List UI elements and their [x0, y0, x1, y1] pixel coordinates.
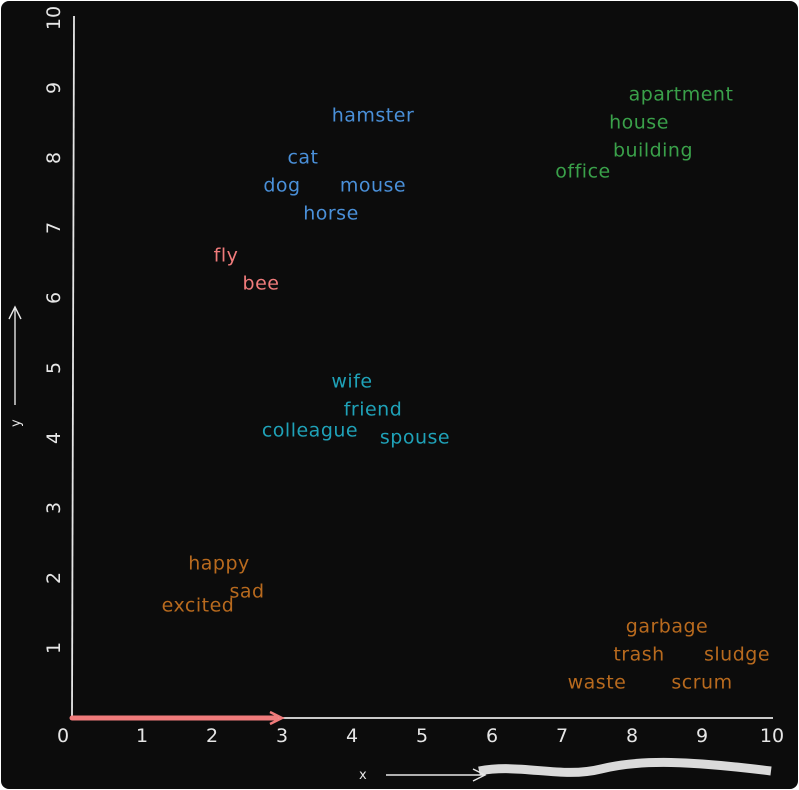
y-axis-arrow-head [8, 305, 22, 320]
x-tick-label: 0 [57, 725, 69, 747]
y-tick-label: 2 [43, 572, 65, 584]
x-tick-label: 10 [760, 725, 784, 747]
y-tick-label: 7 [43, 222, 65, 234]
word-label-bee: bee [243, 273, 280, 295]
x-tick-label: 4 [346, 725, 358, 747]
x-tick-label: 1 [136, 725, 148, 747]
word-label-hamster: hamster [332, 105, 415, 127]
y-tick-label: 1 [43, 642, 65, 654]
word-label-mouse: mouse [340, 175, 406, 197]
word-label-waste: waste [568, 672, 627, 694]
word-label-excited: excited [162, 595, 235, 617]
word-labels: hamster cat dog mouse horse apartment house bui… [162, 84, 770, 694]
word-label-building: building [613, 140, 693, 162]
word-label-friend: friend [344, 399, 403, 421]
x-tick-label: 6 [486, 725, 498, 747]
word-label-sludge: sludge [704, 644, 770, 666]
word-label-fly: fly [214, 245, 239, 267]
word-label-house: house [609, 112, 669, 134]
word-label-garbage: garbage [626, 616, 708, 638]
word-label-scrum: scrum [671, 672, 732, 694]
x-tick-label: 9 [696, 725, 708, 747]
y-tick-label: 4 [43, 432, 65, 444]
y-axis-line [71, 15, 75, 719]
word-label-horse: horse [303, 203, 359, 225]
x-tick-label: 3 [276, 725, 288, 747]
x-tick-label: 5 [416, 725, 428, 747]
x-axis-label: x [359, 768, 367, 783]
word-label-apartment: apartment [629, 84, 734, 106]
tick-labels: 0 1 2 3 4 5 6 7 8 9 10 1 2 3 4 5 6 7 8 9 10 [43, 6, 784, 747]
y-tick-label: 5 [43, 362, 65, 374]
word-label-office: office [555, 161, 610, 183]
y-tick-label: 6 [43, 292, 65, 304]
word-label-trash: trash [613, 644, 664, 666]
word-label-colleague: colleague [262, 420, 358, 442]
word-label-sad: sad [229, 581, 264, 603]
x-tick-label: 2 [206, 725, 218, 747]
word-label-happy: happy [188, 553, 250, 575]
y-tick-label: 8 [43, 152, 65, 164]
word-label-wife: wife [331, 371, 372, 393]
x-axis-arrow-head [472, 768, 487, 782]
word-label-dog: dog [263, 175, 300, 197]
y-tick-label: 3 [43, 502, 65, 514]
y-tick-label: 10 [43, 6, 65, 30]
axes: x y [8, 15, 773, 783]
y-axis-label: y [9, 419, 24, 427]
highlight-vector-head [269, 710, 285, 726]
x-tick-label: 8 [626, 725, 638, 747]
word-label-spouse: spouse [380, 427, 450, 449]
word-label-cat: cat [287, 147, 318, 169]
x-axis-scribble [478, 757, 772, 777]
y-tick-label: 9 [43, 82, 65, 94]
x-tick-label: 7 [556, 725, 568, 747]
